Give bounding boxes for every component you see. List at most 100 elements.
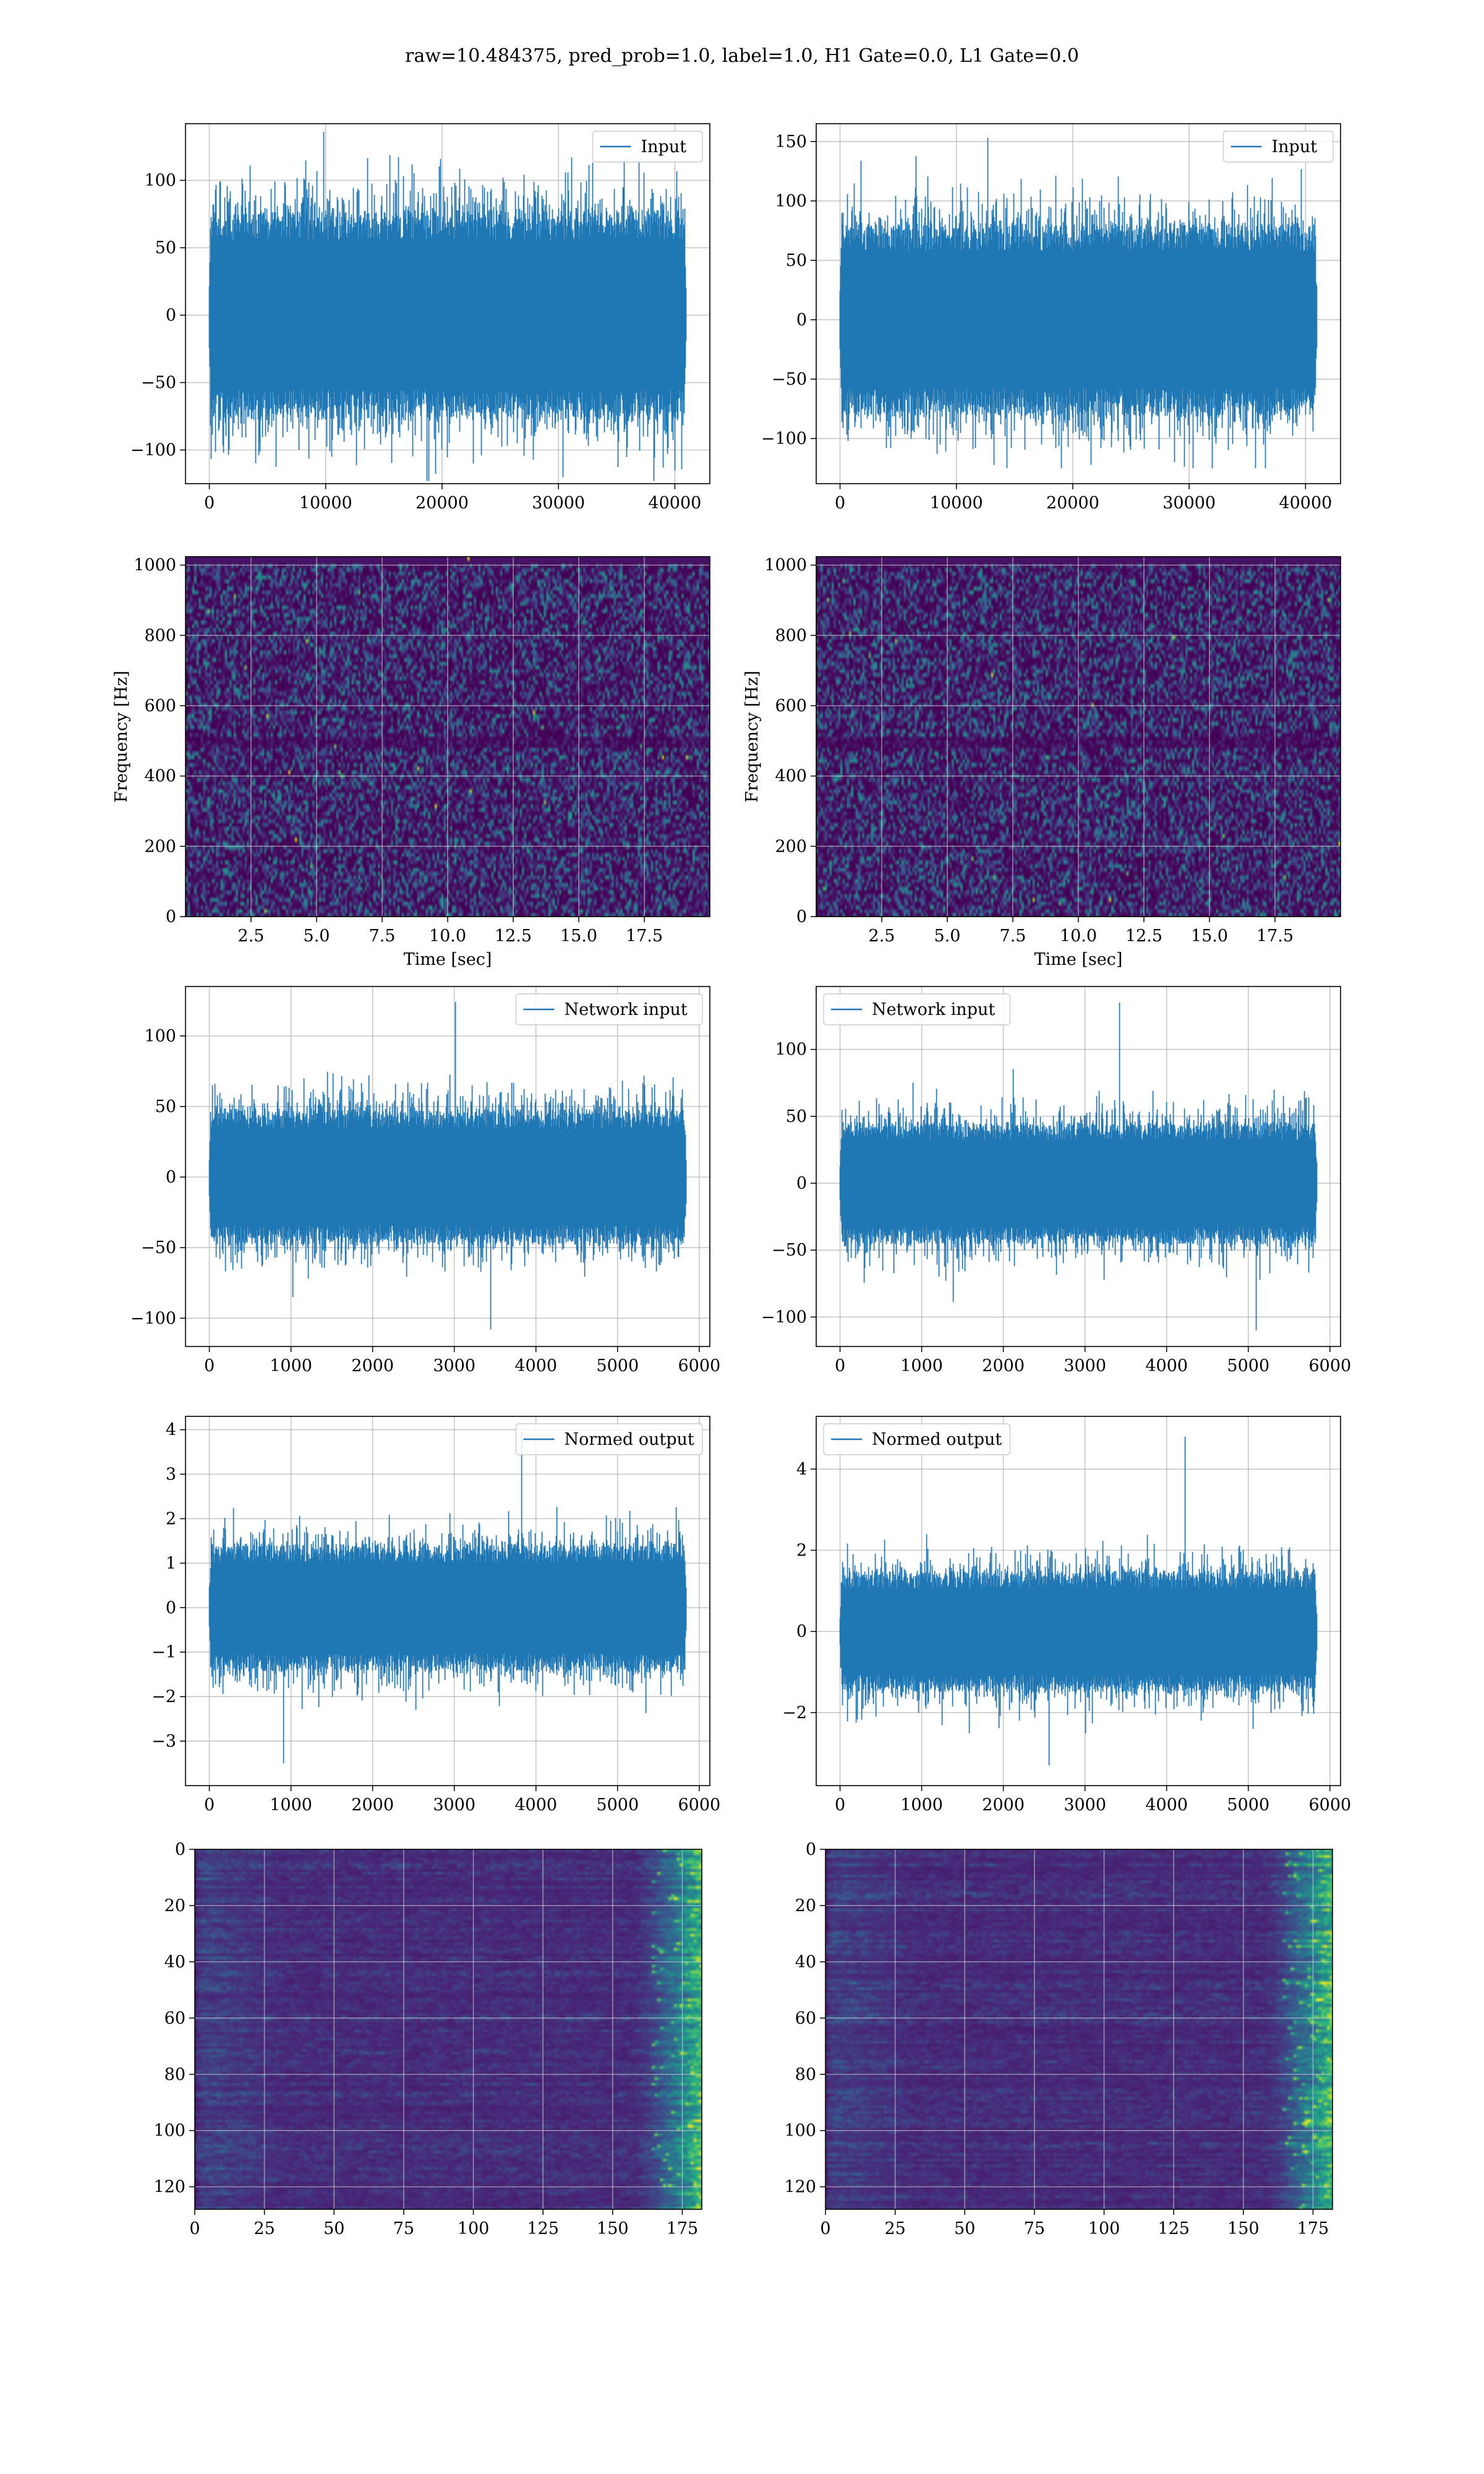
x-tick-label: 150: [1227, 2219, 1260, 2238]
y-tick-label: 1: [166, 1554, 176, 1573]
legend-box: [515, 993, 703, 1025]
legend: Normed output: [823, 1423, 1011, 1455]
y-tick-label: 50: [155, 1097, 176, 1116]
legend-box: [1222, 131, 1334, 163]
legend-box: [592, 131, 703, 163]
x-tick-label: 4000: [1145, 1796, 1188, 1815]
x-tick-label: 50: [954, 2219, 975, 2238]
x-tick-label: 100: [458, 2219, 490, 2238]
panel-network-input-l1: 0 1000 2000 3000 4000 5000 6000 −100 −50 0 50 100 Ne…: [761, 986, 1351, 1376]
y-tick-label: 40: [795, 1953, 816, 1972]
y-tick-label: 40: [164, 1953, 186, 1972]
series-line: [839, 1436, 1318, 1766]
axes-frame: [816, 986, 1341, 1347]
y-tick-label: −50: [141, 1238, 176, 1257]
series-line: [208, 1432, 687, 1763]
y-tick-label: 800: [775, 626, 807, 645]
x-tick-label: 30000: [1162, 494, 1216, 513]
y-tick-label: −100: [130, 1309, 176, 1328]
panel-features-h1: 0 25 50 75 100 125 150 175 0 20 40 60 80 100 120: [153, 1840, 702, 2238]
x-tick-label: 175: [667, 2219, 699, 2238]
y-tick-label: 1000: [134, 556, 176, 575]
x-tick-label: 150: [597, 2219, 629, 2238]
legend-label: Input: [1272, 137, 1318, 156]
x-tick-label: 5.0: [934, 927, 961, 946]
x-tick-label: 1000: [900, 1356, 943, 1376]
y-tick-label: 2: [796, 1541, 807, 1560]
y-tick-label: 4: [166, 1421, 176, 1440]
x-tick-label: 10000: [299, 494, 352, 513]
x-tick-label: 0: [189, 2219, 200, 2238]
x-tick-label: 2000: [982, 1356, 1025, 1376]
legend-label: Input: [641, 137, 687, 156]
x-tick-label: 30000: [532, 494, 585, 513]
x-tick-label: 0: [204, 494, 215, 513]
y-tick-label: 20: [164, 1896, 186, 1915]
panels: 0 10000 20000 30000 40000−100−50050100Input0…: [112, 123, 1351, 2238]
y-tick-label: 4: [796, 1460, 807, 1479]
panel-network-input-h1: 0 1000 2000 3000 4000 5000 6000 −100 −50 0 50 100 Ne…: [130, 986, 720, 1376]
panel-normed-output-h1: 0 1000 2000 3000 4000 5000 6000 −3 −2 −1 0 1 2 3 4 Norm…: [151, 1416, 720, 1815]
y-tick-label: −2: [151, 1687, 176, 1706]
series-line: [208, 1002, 687, 1330]
y-tick-label: 20: [795, 1896, 816, 1915]
y-tick-label: 0: [796, 1174, 807, 1193]
heatmap-image: [195, 1849, 702, 2209]
x-tick-label: 2.5: [238, 927, 265, 946]
y-tick-label: −100: [761, 429, 807, 448]
y-tick-label: 50: [155, 239, 176, 258]
panel-input-l1: 0 10000 20000 30000 40000 −100 −50 0 50 100 150 Inp…: [761, 123, 1341, 513]
y-tick-label: 50: [786, 1107, 807, 1126]
y-tick-label: 800: [144, 626, 176, 645]
x-tick-label: 6000: [678, 1356, 720, 1376]
x-tick-label: 25: [254, 2219, 275, 2238]
panel-spectrogram-h1: 2.5 5.0 7.5 10.0 12.5 15.0 17.5 0 200 400 600 800 10…: [112, 556, 710, 969]
panel-spectrogram-l1: 2.5 5.0 7.5 10.0 12.5 15.0 17.5 0 200 400 600 800 10…: [743, 556, 1341, 969]
y-tick-label: 600: [775, 696, 807, 716]
x-tick-label: 2000: [351, 1796, 394, 1815]
x-tick-label: 5000: [1227, 1356, 1269, 1376]
legend-box: [515, 1423, 703, 1455]
x-tick-label: 6000: [678, 1796, 720, 1815]
y-tick-label: −3: [151, 1732, 176, 1751]
x-tick-label: 12.5: [1125, 927, 1162, 946]
x-tick-label: 3000: [1064, 1356, 1106, 1376]
x-tick-label: 4000: [514, 1356, 557, 1376]
x-tick-label: 6000: [1308, 1356, 1351, 1376]
x-tick-label: 7.5: [1000, 927, 1026, 946]
axes-frame: [816, 1416, 1341, 1786]
x-tick-label: 3000: [433, 1356, 475, 1376]
x-tick-label: 7.5: [369, 927, 396, 946]
x-tick-label: 3000: [1064, 1796, 1106, 1815]
x-tick-label: 20000: [1046, 494, 1099, 513]
x-tick-label: 6000: [1308, 1796, 1351, 1815]
x-tick-label: 17.5: [626, 927, 663, 946]
y-tick-label: −100: [761, 1308, 807, 1327]
panel-normed-output-l1: 0 1000 2000 3000 4000 5000 6000 −2 0 2 4 Normed out…: [782, 1416, 1351, 1815]
y-tick-label: 0: [166, 907, 176, 927]
y-tick-label: 50: [786, 251, 807, 270]
x-tick-label: 0: [204, 1796, 215, 1815]
y-tick-label: 600: [144, 696, 176, 716]
y-tick-label: 100: [153, 2121, 186, 2141]
y-tick-label: 100: [775, 1040, 807, 1059]
x-tick-label: 40000: [1279, 494, 1332, 513]
x-tick-label: 15.0: [560, 927, 597, 946]
y-tick-label: −50: [772, 1241, 807, 1260]
y-tick-label: 0: [166, 1168, 176, 1187]
y-tick-label: 80: [164, 2065, 186, 2084]
x-tick-label: 0: [204, 1356, 215, 1376]
legend-label: Normed output: [565, 1430, 694, 1449]
y-tick-label: 150: [775, 132, 807, 152]
x-tick-label: 0: [835, 494, 845, 513]
y-tick-label: 0: [796, 1622, 807, 1641]
legend-box: [823, 993, 1011, 1025]
x-tick-label: 20000: [416, 494, 469, 513]
figure-title: raw=10.484375, pred_prob=1.0, label=1.0,…: [405, 45, 1079, 67]
axes-frame: [185, 1416, 710, 1786]
legend: Input: [1222, 131, 1334, 163]
y-tick-label: 120: [784, 2178, 816, 2197]
x-tick-label: 12.5: [495, 927, 532, 946]
panel-features-l1: 0 25 50 75 100 125 150 175 0 20 40 60 80 100 120: [784, 1840, 1333, 2238]
